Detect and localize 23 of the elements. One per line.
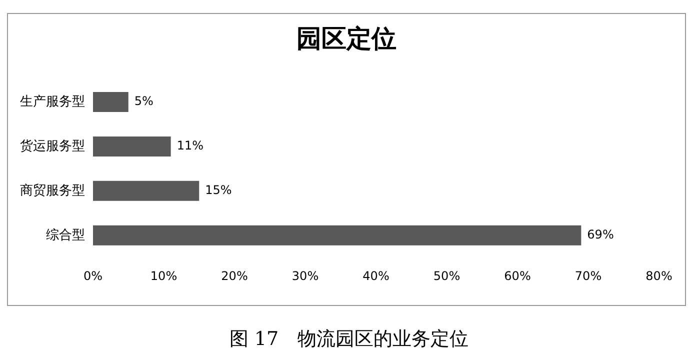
x-tick-label: 10% <box>150 268 178 283</box>
bar <box>93 92 128 112</box>
bar <box>93 225 582 246</box>
x-tick-label: 70% <box>574 268 602 283</box>
y-tick-label: 综合型 <box>46 228 85 243</box>
data-label: 11% <box>176 138 204 153</box>
x-tick-label: 80% <box>646 268 672 283</box>
chart-title: 园区定位 <box>296 23 398 55</box>
data-label: 5% <box>134 94 154 108</box>
data-label: 15% <box>205 183 232 198</box>
y-tick-label: 商贸服务型 <box>20 183 85 198</box>
x-tick-label: 0% <box>83 268 103 283</box>
x-tick-label: 30% <box>292 268 319 283</box>
y-tick-label: 货运服务型 <box>20 138 85 154</box>
caption: 图 17 物流园区的业务定位 <box>228 327 470 352</box>
data-label: 69% <box>587 228 614 242</box>
x-tick-label: 50% <box>433 268 460 283</box>
x-tick-label: 60% <box>504 268 531 283</box>
bar <box>93 180 200 201</box>
x-tick-label: 20% <box>221 268 248 283</box>
bar <box>93 136 171 156</box>
x-tick-label: 40% <box>362 268 390 283</box>
y-tick-label: 生产服务型 <box>20 94 85 110</box>
